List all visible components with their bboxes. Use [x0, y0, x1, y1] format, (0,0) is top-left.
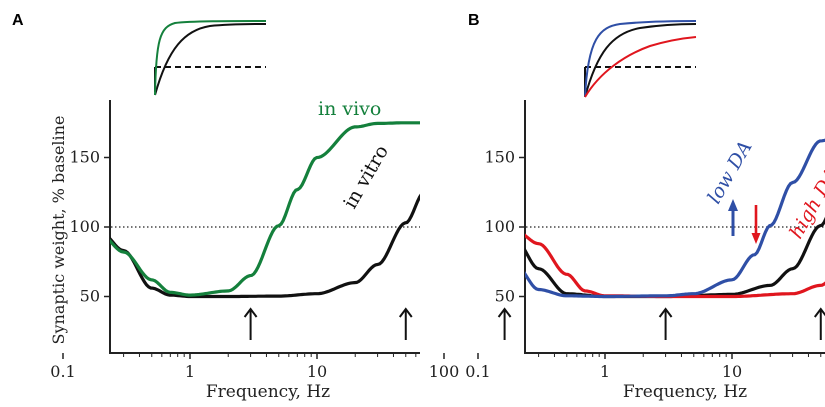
label-low-da: low DA	[703, 137, 756, 208]
b-ytick-label: 100	[484, 217, 515, 236]
y-axis-title: Synaptic weight, % baseline	[49, 116, 68, 345]
b-xtick-label: 0.1	[465, 362, 490, 381]
panel-a-x-ticks: 0.1 1 10 100	[50, 353, 459, 381]
panel-a-y-ticks: 50 100 150	[69, 148, 110, 306]
a-xtick-label: 10	[307, 362, 327, 381]
a-xtick-label: 1	[185, 362, 195, 381]
panel-a-x-axis-title: Frequency, Hz	[206, 382, 330, 402]
frequency-arrow-head	[658, 307, 673, 318]
inset-b	[584, 20, 697, 98]
inset-a-black-curve	[154, 23, 267, 96]
series-control-line	[525, 216, 825, 299]
series-high-da-line	[525, 233, 825, 299]
panel-b-x-axis-title: Frequency, Hz	[623, 382, 747, 402]
panel-b-y-ticks: 50 100 150	[484, 148, 525, 306]
frequency-arrow-head	[398, 307, 413, 318]
panel-b-axes: 50 100 150 0.1 1 10 100	[465, 100, 825, 381]
b-xtick-label: 10	[722, 362, 742, 381]
a-ytick-label: 150	[69, 148, 100, 167]
panel-b-frequency-arrows	[658, 307, 825, 340]
label-in-vitro: in vitro	[339, 141, 393, 212]
panel-b-letter: B	[468, 12, 480, 29]
label-high-da: high DA	[785, 164, 825, 242]
b-ytick-label: 50	[495, 287, 515, 306]
series-in-vivo-line	[110, 121, 420, 297]
inset-a	[154, 20, 267, 96]
panel-a-letter: A	[12, 12, 24, 29]
frequency-arrow-head	[243, 307, 258, 318]
inset-a-green-curve	[154, 20, 267, 96]
b-ytick-label: 150	[484, 148, 515, 167]
frequency-arrow-head	[497, 307, 512, 318]
shift-arrows	[728, 199, 761, 244]
series-low-da-line	[525, 138, 825, 299]
a-ytick-label: 50	[80, 287, 100, 306]
inset-b-red-curve	[584, 36, 697, 98]
label-in-vivo: in vivo	[318, 98, 381, 120]
red-down-arrow-head	[751, 233, 761, 244]
a-xtick-label: 0.1	[50, 362, 75, 381]
panel-a-axes: 50 100 150 0.1 1 10 100	[50, 100, 459, 381]
inset-b-blue-curve	[584, 20, 697, 98]
panel-a-frequency-arrows	[243, 307, 512, 340]
inset-b-black-curve	[584, 23, 697, 98]
a-ytick-label: 100	[69, 217, 100, 236]
b-xtick-label: 1	[600, 362, 610, 381]
blue-up-arrow-head	[728, 199, 738, 211]
a-xtick-label: 100	[429, 362, 460, 381]
